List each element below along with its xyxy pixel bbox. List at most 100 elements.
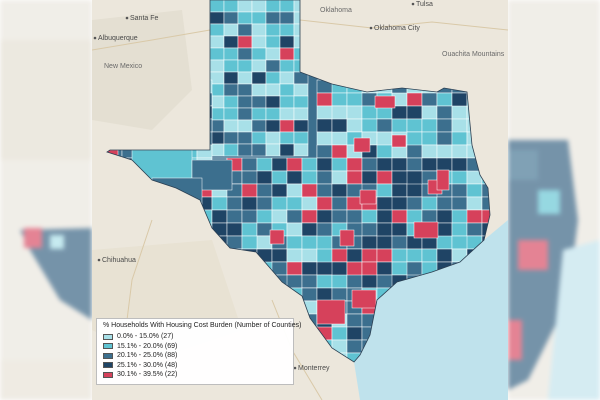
county[interactable]	[361, 235, 378, 250]
county[interactable]	[251, 119, 267, 133]
county[interactable]	[466, 196, 483, 211]
county[interactable]	[421, 196, 438, 211]
county[interactable]	[376, 157, 393, 172]
county[interactable]	[316, 209, 333, 224]
county[interactable]	[391, 209, 408, 224]
county[interactable]	[223, 47, 239, 61]
county[interactable]	[271, 170, 288, 185]
county[interactable]	[237, 11, 253, 25]
county[interactable]	[286, 209, 303, 224]
county[interactable]	[265, 119, 281, 133]
county[interactable]	[451, 144, 468, 159]
county[interactable]	[346, 326, 363, 341]
county[interactable]	[237, 119, 253, 133]
county[interactable]	[209, 47, 225, 61]
county[interactable]	[301, 261, 318, 276]
county[interactable]	[265, 47, 281, 61]
county[interactable]	[265, 143, 281, 157]
county[interactable]	[279, 23, 295, 37]
county[interactable]	[376, 248, 393, 263]
county[interactable]	[316, 183, 333, 198]
county[interactable]	[376, 144, 393, 159]
county[interactable]	[301, 183, 318, 198]
county[interactable]	[279, 11, 295, 25]
county[interactable]	[376, 170, 393, 185]
county[interactable]	[406, 196, 423, 211]
county[interactable]	[241, 222, 258, 237]
county[interactable]	[265, 59, 281, 73]
county[interactable]	[237, 107, 253, 121]
county[interactable]	[316, 196, 333, 211]
texas-choropleth-map[interactable]: Santa Fe Albuquerque New Mexico Oklahoma…	[92, 0, 508, 400]
county[interactable]	[331, 209, 348, 224]
county[interactable]	[376, 183, 393, 198]
county[interactable]	[361, 209, 378, 224]
county[interactable]	[331, 274, 348, 289]
county[interactable]	[421, 248, 438, 263]
county[interactable]	[451, 131, 468, 146]
county[interactable]	[406, 118, 423, 133]
county[interactable]	[353, 137, 371, 153]
county[interactable]	[237, 23, 253, 37]
county[interactable]	[279, 83, 295, 97]
county[interactable]	[271, 196, 288, 211]
county[interactable]	[316, 144, 333, 159]
county[interactable]	[346, 118, 363, 133]
county[interactable]	[406, 248, 423, 263]
county[interactable]	[436, 131, 453, 146]
county[interactable]	[271, 209, 288, 224]
county[interactable]	[301, 248, 318, 263]
county[interactable]	[209, 0, 225, 13]
county[interactable]	[265, 11, 281, 25]
county[interactable]	[301, 209, 318, 224]
county[interactable]	[346, 170, 363, 185]
county[interactable]	[251, 11, 267, 25]
county[interactable]	[406, 92, 423, 107]
county[interactable]	[286, 248, 303, 263]
county[interactable]	[421, 144, 438, 159]
county[interactable]	[436, 144, 453, 159]
county[interactable]	[316, 118, 333, 133]
county[interactable]	[301, 196, 318, 211]
county[interactable]	[391, 235, 408, 250]
county[interactable]	[346, 157, 363, 172]
county[interactable]	[251, 143, 267, 157]
county[interactable]	[421, 131, 438, 146]
county[interactable]	[346, 248, 363, 263]
county[interactable]	[466, 183, 483, 198]
county[interactable]	[279, 119, 295, 133]
county[interactable]	[279, 0, 295, 13]
county[interactable]	[265, 0, 281, 13]
county[interactable]	[316, 92, 333, 107]
county[interactable]	[237, 95, 253, 109]
county[interactable]	[271, 183, 288, 198]
county[interactable]	[436, 169, 450, 191]
county[interactable]	[237, 71, 253, 85]
county[interactable]	[361, 222, 378, 237]
county[interactable]	[286, 183, 303, 198]
county[interactable]	[361, 248, 378, 263]
county[interactable]	[223, 83, 239, 97]
county[interactable]	[251, 95, 267, 109]
county[interactable]	[391, 222, 408, 237]
county[interactable]	[237, 47, 253, 61]
county[interactable]	[286, 170, 303, 185]
county[interactable]	[339, 229, 355, 247]
county[interactable]	[436, 118, 453, 133]
county[interactable]	[316, 157, 333, 172]
county[interactable]	[293, 95, 309, 109]
county[interactable]	[209, 11, 225, 25]
county[interactable]	[391, 183, 408, 198]
county[interactable]	[436, 157, 453, 172]
county[interactable]	[271, 248, 288, 263]
county[interactable]	[293, 83, 309, 97]
county[interactable]	[374, 95, 396, 109]
county[interactable]	[251, 35, 267, 49]
county[interactable]	[265, 83, 281, 97]
county[interactable]	[421, 92, 438, 107]
county[interactable]	[251, 0, 267, 13]
county[interactable]	[265, 71, 281, 85]
county[interactable]	[293, 107, 309, 121]
county[interactable]	[241, 157, 258, 172]
county[interactable]	[316, 287, 333, 302]
